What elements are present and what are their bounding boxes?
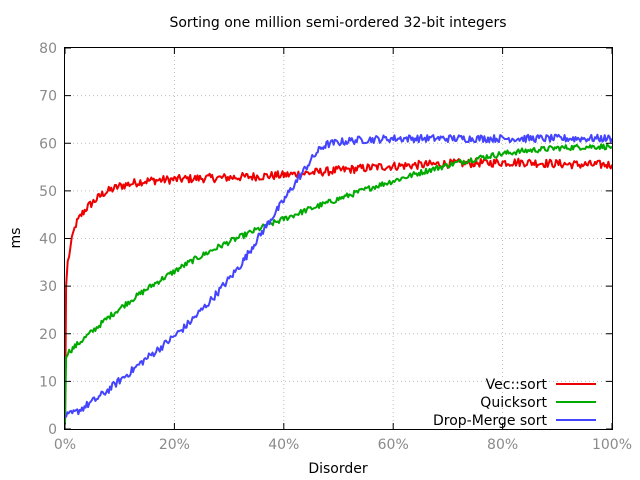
y-tick-label: 80 [39, 41, 57, 57]
x-tick-label: 0% [54, 437, 76, 453]
x-tick-label: 60% [378, 437, 409, 453]
grid [65, 48, 612, 429]
y-tick-label: 20 [39, 327, 57, 343]
y-tick-label: 10 [39, 374, 57, 390]
y-axis-title: ms [8, 228, 24, 249]
x-axis-title: Disorder [308, 461, 368, 477]
y-tick-label: 70 [39, 89, 57, 105]
x-tick-label: 100% [592, 437, 632, 453]
y-tick-label: 40 [39, 232, 57, 248]
x-tick-label: 40% [268, 437, 299, 453]
x-tick-label: 80% [487, 437, 518, 453]
legend-label: Quicksort [480, 395, 547, 411]
y-tick-label: 0 [48, 422, 57, 438]
legend-label: Vec::sort [486, 377, 548, 393]
series-lines [64, 133, 613, 425]
series-line-quicksort [64, 143, 613, 425]
y-tick-label: 30 [39, 279, 57, 295]
axis-ticks: 0 10 20 30 40 50 60 70 80 0% 20% 40% 60% 80% 100% [39, 41, 632, 453]
x-tick-label: 20% [159, 437, 190, 453]
chart-title: Sorting one million semi-ordered 32-bit … [169, 15, 506, 31]
y-tick-label: 50 [39, 184, 57, 200]
plot-frame [64, 47, 613, 430]
legend-label: Drop-Merge sort [433, 413, 548, 429]
series-line-vec-sort [64, 157, 613, 425]
y-tick-label: 60 [39, 136, 57, 152]
series-line-drop-merge-sort [64, 133, 613, 419]
